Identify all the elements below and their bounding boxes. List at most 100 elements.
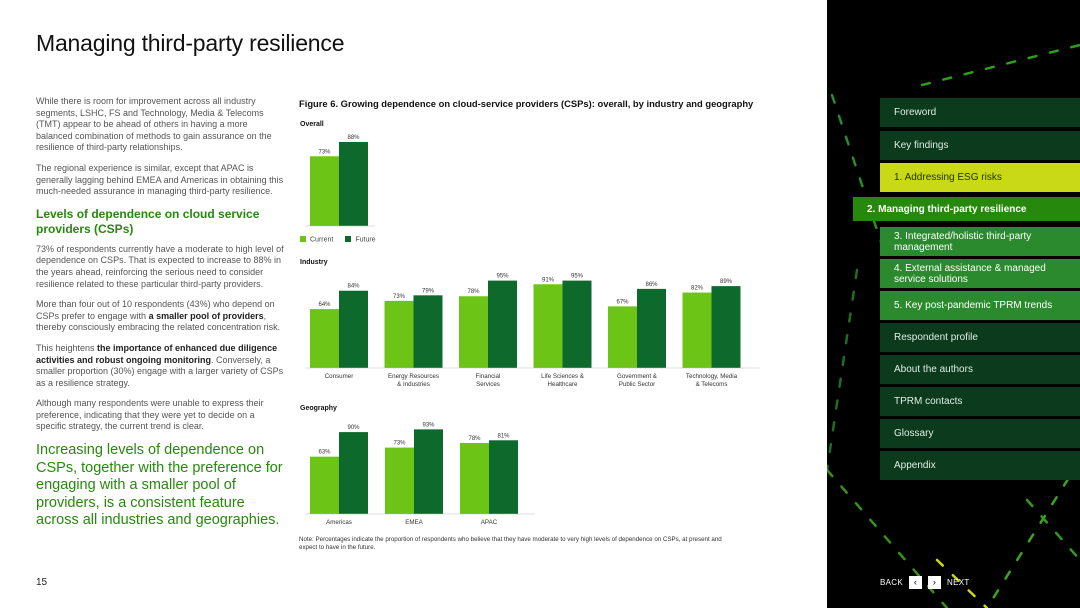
paragraph-industry-segments: While there is room for improvement acro… — [36, 96, 272, 153]
nav-item-3[interactable]: 1. Addressing ESG risks — [880, 163, 1080, 192]
emphasis-due-diligence: the importance of enhanced due diligence… — [36, 342, 278, 365]
bar-current — [310, 309, 339, 368]
bar-future — [489, 440, 518, 514]
text-run: , thereby consciously embracing the rela… — [36, 310, 281, 333]
decorative-stripes — [827, 43, 1080, 608]
data-label: 79% — [422, 288, 435, 294]
nav-item-1[interactable]: Foreword — [880, 98, 1080, 127]
chart-title: Industry — [300, 259, 328, 266]
data-label: 73% — [318, 149, 331, 155]
bar-current — [533, 284, 563, 368]
nav-item-11[interactable]: Glossary — [880, 419, 1080, 448]
legend-label-future: Future — [355, 236, 376, 244]
nav-item-2[interactable]: Key findings — [880, 131, 1080, 160]
back-label[interactable]: BACK — [880, 578, 903, 587]
category-label: & Telecoms — [696, 381, 728, 388]
page-number: 15 — [36, 577, 48, 588]
category-label: Consumer — [325, 373, 354, 380]
data-label: 73% — [393, 294, 406, 300]
paragraph-due-diligence: This heightens the importance of enhance… — [36, 343, 286, 389]
bar-current — [310, 456, 339, 514]
figure-title: Figure 6. Growing dependence on cloud-se… — [299, 98, 754, 109]
next-label[interactable]: NEXT — [947, 578, 970, 587]
category-label: & Industries — [397, 381, 430, 388]
bar-future — [637, 288, 666, 368]
nav-item-6[interactable]: 4. External assistance & managed service… — [880, 259, 1080, 288]
nav-item-4[interactable]: 2. Managing third-party resilience — [853, 197, 1080, 221]
category-label: Life Sciences & — [541, 373, 585, 380]
bar-future — [413, 295, 443, 368]
next-arrow-icon[interactable]: › — [928, 576, 941, 589]
chart-legend: Current Future — [300, 236, 376, 244]
decorative-streak — [1025, 498, 1080, 562]
nav-panel: Foreword Key findings 1. Addressing ESG ri… — [827, 0, 1080, 608]
data-label: 78% — [467, 289, 480, 295]
legend-swatch-current — [300, 236, 306, 242]
data-label: 82% — [691, 286, 704, 292]
bar-future — [339, 432, 368, 514]
data-label: 91% — [542, 277, 555, 283]
legend-label-current: Current — [310, 236, 334, 244]
bar-future — [414, 429, 443, 514]
emphasis-smaller-pool: a smaller pool of providers — [148, 310, 264, 321]
decorative-streak — [985, 458, 1080, 608]
bar-current — [460, 443, 489, 514]
chart-note: Note: Percentages indicate the proportio… — [299, 536, 722, 551]
nav-item-7[interactable]: 5. Key post-pandemic TPRM trends — [880, 291, 1080, 320]
paragraph-csp-dependence: 73% of respondents currently have a mode… — [36, 243, 284, 289]
data-label: 93% — [422, 422, 435, 428]
data-label: 78% — [468, 436, 481, 442]
data-label: 64% — [318, 302, 331, 308]
data-label: 84% — [347, 284, 360, 290]
section-heading: Levels of dependence on cloud service pr… — [36, 206, 260, 236]
legend-swatch-future — [345, 236, 352, 242]
data-label: 73% — [393, 441, 406, 447]
bar-current — [459, 296, 488, 368]
decorative-streak — [830, 93, 889, 262]
data-label: 81% — [497, 433, 510, 439]
bar-current — [384, 300, 414, 368]
chart-geography: Geography 63% 90% Americas 73% 93% EMEA 78% 81% A… — [300, 405, 535, 526]
page-title: Managing third-party resilience — [36, 30, 345, 56]
back-arrow-icon[interactable]: ‹ — [909, 576, 922, 589]
bar-future — [339, 290, 368, 368]
category-label: Services — [476, 381, 500, 388]
bar-future — [339, 141, 368, 226]
data-label: 89% — [720, 279, 733, 285]
nav-item-9[interactable]: About the authors — [880, 355, 1080, 384]
data-label: 63% — [318, 450, 331, 456]
bar-future — [562, 280, 592, 368]
category-label: Healthcare — [548, 381, 578, 388]
text-run: This heightens — [36, 342, 98, 353]
chart-industry: Industry 64% 84% Consumer 73% 79% Energy Resou… — [300, 259, 760, 388]
chart-overall: Overall 73% 88% — [300, 121, 375, 227]
bar-current — [608, 306, 637, 368]
chart-title: Geography — [300, 405, 337, 412]
category-label: Financial — [476, 373, 501, 380]
category-label: EMEA — [405, 519, 423, 526]
body-text-column: While there is room for improvement acro… — [36, 96, 286, 530]
nav-item-10[interactable]: TPRM contacts — [880, 387, 1080, 416]
data-label: 95% — [571, 274, 584, 280]
data-label: 95% — [496, 274, 509, 280]
data-label: 86% — [645, 282, 658, 288]
bar-current — [682, 292, 712, 368]
legend-item-future: Future — [345, 236, 376, 244]
decorative-streak — [920, 43, 1080, 87]
nav-item-12[interactable]: Appendix — [880, 451, 1080, 480]
text-run: More than four out of 10 respondents (43… — [36, 299, 275, 321]
legend-item-current: Current — [300, 236, 333, 244]
decorative-streak — [827, 268, 859, 472]
bar-future — [711, 286, 741, 368]
pull-quote: Increasing levels of dependence on CSPs,… — [36, 442, 283, 529]
data-label: 90% — [347, 425, 360, 431]
nav-item-5[interactable]: 3. Integrated/holistic third-party manag… — [880, 227, 1080, 256]
nav-item-8[interactable]: Respondent profile — [880, 323, 1080, 352]
category-label: Government & — [617, 373, 658, 380]
text-run: . Conversely, a smaller proportion (30%)… — [36, 354, 284, 388]
paragraph-regional-experience: The regional experience is similar, exce… — [36, 162, 284, 197]
chart-title: Overall — [300, 121, 324, 128]
category-label: Americas — [326, 519, 352, 526]
paragraph-smaller-pool: More than four out of 10 respondents (43… — [36, 299, 286, 334]
bar-current — [310, 156, 339, 226]
